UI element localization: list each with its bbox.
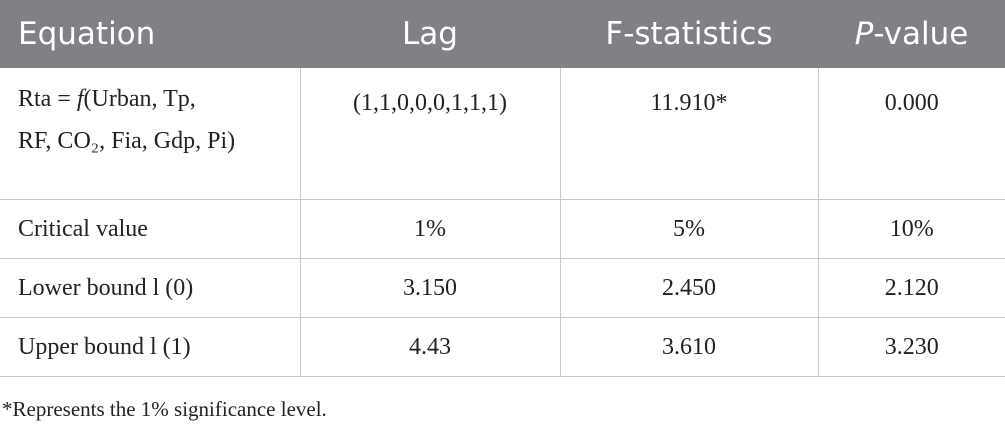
cell: 10% bbox=[818, 199, 1005, 259]
cell: 3.150 bbox=[300, 258, 561, 318]
cell: Upper bound l (1) bbox=[0, 317, 301, 377]
cell: 2.120 bbox=[818, 258, 1005, 318]
header-cell: P-value bbox=[818, 0, 1005, 68]
header-italic: P bbox=[854, 16, 874, 52]
cell: 2.450 bbox=[560, 258, 819, 318]
row: Lower bound l (0) 3.150 2.450 2.120 bbox=[0, 258, 1005, 318]
row: Rta = f(Urban, Tp, RF, CO₂, Fia, Gdp, Pi)… bbox=[0, 68, 1005, 200]
cell: 1% bbox=[300, 199, 561, 259]
footnote: *Represents the 1% significance level. bbox=[2, 397, 327, 421]
cell: (1,1,0,0,0,1,1,1) bbox=[300, 68, 561, 200]
cell: 5% bbox=[560, 199, 819, 259]
eq-line: RF, CO₂, Fia, Gdp, Pi) bbox=[18, 128, 236, 154]
header-cell: Equation bbox=[0, 0, 300, 68]
header-row: Equation Lag F-statistics P-value bbox=[0, 0, 1005, 68]
eq-func: f bbox=[76, 86, 84, 112]
eq-line: (Urban, Tp, bbox=[83, 86, 196, 112]
row: Critical value 1% 5% 10% bbox=[0, 199, 1005, 259]
eq-prefix: Rta = bbox=[18, 86, 77, 112]
header-cell: Lag bbox=[300, 0, 560, 68]
header-cell: F-statistics bbox=[560, 0, 818, 68]
table: Equation Lag F-statistics P-value Rta = … bbox=[0, 0, 1005, 377]
row: Upper bound l (1) 4.43 3.610 3.230 bbox=[0, 317, 1005, 377]
cell: 0.000 bbox=[818, 68, 1005, 200]
cell: Lower bound l (0) bbox=[0, 258, 301, 318]
cell: 4.43 bbox=[300, 317, 561, 377]
cell: 11.910* bbox=[560, 68, 819, 200]
cell: Rta = f(Urban, Tp, RF, CO₂, Fia, Gdp, Pi) bbox=[0, 68, 301, 200]
cell: Critical value bbox=[0, 199, 301, 259]
cell: 3.610 bbox=[560, 317, 819, 377]
cell: 3.230 bbox=[818, 317, 1005, 377]
header-text: -value bbox=[873, 16, 969, 52]
